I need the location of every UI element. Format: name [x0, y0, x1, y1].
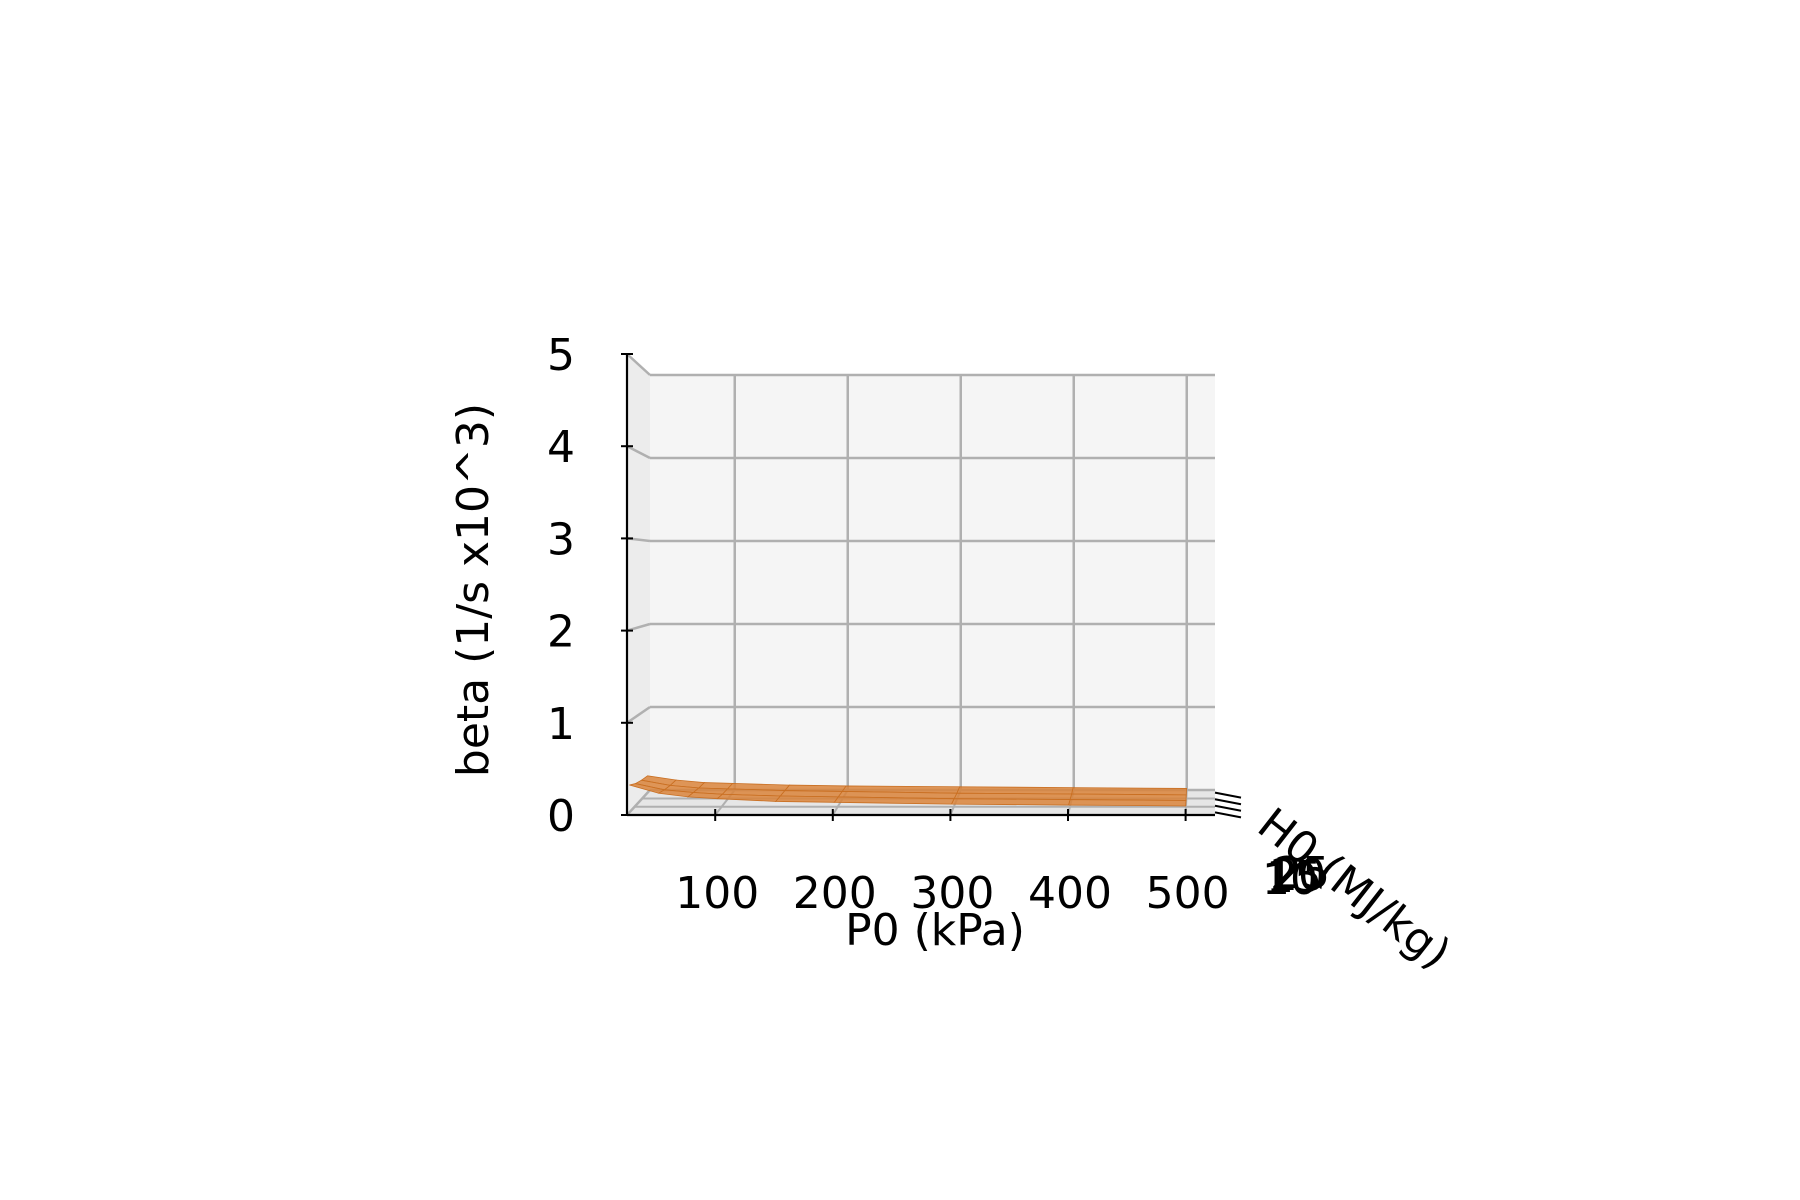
y-tick-label: 5 [547, 330, 575, 381]
y-tick-label: 2 [547, 607, 575, 658]
surface-patch [950, 798, 1071, 806]
z-tick-mark [1214, 798, 1242, 806]
y-tick-label: 1 [547, 699, 575, 750]
x-tick-label: 300 [910, 868, 994, 919]
axis-lines [625, 354, 1215, 817]
grid-line-y-side [626, 445, 651, 460]
surface-plot [629, 775, 1188, 807]
grid-line-y-side [626, 705, 651, 724]
x-tick-label: 200 [793, 868, 877, 919]
z-tick-label: 10 [1262, 854, 1318, 905]
z-tick-label: 20 [1270, 850, 1326, 901]
grid-line-y-side [626, 789, 651, 816]
back-pane [627, 354, 1215, 815]
y-axis-ticks: 0 1 2 3 4 5 [547, 330, 633, 842]
x-tick-label: 500 [1146, 868, 1230, 919]
x-axis-ticks: 100 200 300 400 500 [675, 809, 1230, 919]
surface-patch [1068, 799, 1187, 807]
z-tick-mark [1214, 791, 1242, 799]
z-tick-mark [1214, 811, 1242, 819]
x-tick-label: 400 [1028, 868, 1112, 919]
surface-patch [774, 795, 840, 803]
x-tick-label: 100 [675, 868, 759, 919]
y-tick-label: 4 [547, 422, 575, 473]
z-tick-mark [1214, 804, 1242, 812]
z-tick-label: 25 [1274, 848, 1330, 899]
grid-line-y-side [626, 622, 651, 632]
grid-line-y-side [626, 353, 651, 376]
y-tick-label: 0 [547, 791, 575, 842]
y-tick-label: 3 [547, 514, 575, 565]
y-axis-label: beta (1/s x10^3) [448, 403, 499, 777]
x-axis-label: P0 (kPa) [845, 905, 1025, 956]
z-tick-label: 15 [1266, 852, 1322, 903]
